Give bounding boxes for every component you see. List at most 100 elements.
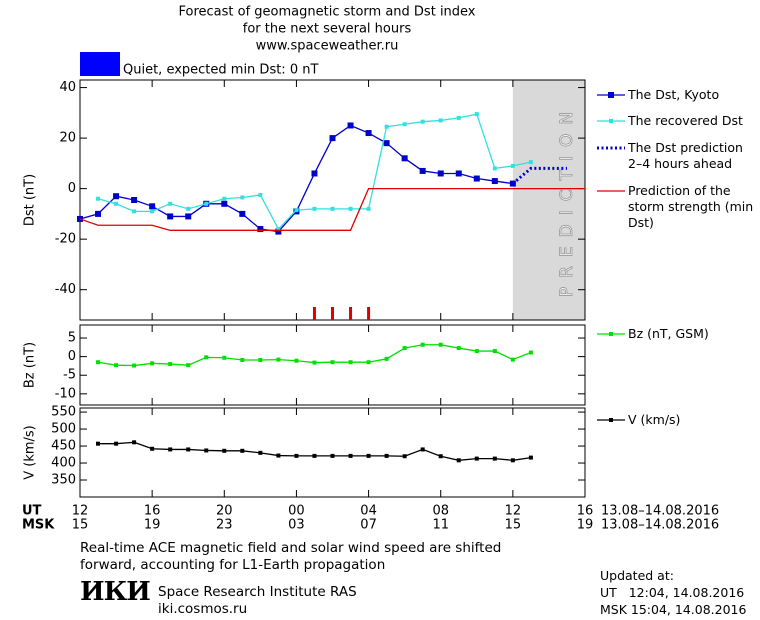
legend-text: The recovered Dst bbox=[628, 113, 743, 128]
point bbox=[239, 210, 246, 217]
msk-tick-label: 07 bbox=[360, 518, 377, 533]
point bbox=[419, 167, 426, 174]
point bbox=[204, 355, 209, 360]
point bbox=[347, 122, 354, 129]
point bbox=[276, 453, 281, 458]
point bbox=[438, 342, 443, 347]
point bbox=[294, 208, 299, 213]
ut-tick-label: 00 bbox=[288, 504, 305, 519]
msk-tick-label: 15 bbox=[72, 518, 89, 533]
y-tick-label: 450 bbox=[51, 439, 76, 454]
point bbox=[150, 361, 155, 366]
point bbox=[492, 166, 497, 171]
point bbox=[222, 355, 227, 360]
status-swatch bbox=[80, 52, 120, 76]
point bbox=[329, 135, 336, 142]
prediction-zone bbox=[512, 80, 585, 320]
y-tick-label: 500 bbox=[51, 422, 76, 437]
y-tick-label: 40 bbox=[59, 80, 76, 95]
point bbox=[456, 346, 461, 351]
legend-text: The Dst, Kyoto bbox=[628, 87, 720, 102]
point bbox=[96, 360, 101, 365]
point bbox=[348, 206, 353, 211]
series-line bbox=[79, 187, 585, 231]
plot-frame bbox=[79, 407, 586, 498]
point bbox=[168, 201, 173, 206]
institute: Space Research Institute RAS bbox=[158, 584, 357, 600]
point bbox=[312, 360, 317, 365]
series-line bbox=[511, 166, 567, 185]
point bbox=[420, 447, 425, 452]
point bbox=[402, 454, 407, 459]
point bbox=[222, 448, 227, 453]
point bbox=[132, 209, 137, 214]
ut-dates: 13.08–14.08.2016 bbox=[601, 504, 719, 519]
point bbox=[401, 155, 408, 162]
point bbox=[330, 453, 335, 458]
point bbox=[330, 360, 335, 365]
point bbox=[258, 450, 263, 455]
updated-label: Updated at: bbox=[600, 568, 674, 583]
msk-tick-label: 11 bbox=[432, 518, 449, 533]
ut-tick-label: 12 bbox=[505, 504, 522, 519]
ut-tick-label: 04 bbox=[360, 504, 377, 519]
point bbox=[510, 163, 515, 168]
point bbox=[114, 201, 119, 206]
msk-tick-label: 19 bbox=[144, 518, 161, 533]
y-tick-label: 5 bbox=[68, 331, 76, 346]
y-tick-label: 550 bbox=[51, 405, 76, 420]
point bbox=[312, 206, 317, 211]
point bbox=[132, 440, 137, 445]
plot-frame bbox=[79, 79, 586, 321]
point bbox=[456, 115, 461, 120]
point bbox=[438, 118, 443, 123]
point bbox=[258, 192, 263, 197]
point bbox=[204, 201, 209, 206]
ut-tick-label: 16 bbox=[144, 504, 161, 519]
point bbox=[473, 175, 480, 182]
point bbox=[312, 453, 317, 458]
status-text: Quiet, expected min Dst: 0 nT bbox=[123, 63, 318, 78]
legend-text: The Dst prediction 2–4 hours ahead bbox=[628, 140, 747, 171]
ut-tick-label: 16 bbox=[577, 504, 594, 519]
ut-label: UT bbox=[22, 504, 42, 519]
point bbox=[149, 203, 156, 210]
point bbox=[474, 349, 479, 354]
point bbox=[455, 170, 462, 177]
legend-text: Bz (nT, GSM) bbox=[628, 326, 709, 341]
point bbox=[185, 213, 192, 220]
point bbox=[492, 349, 497, 354]
footer-note: Real-time ACE magnetic field and solar w… bbox=[80, 540, 502, 556]
point bbox=[114, 363, 119, 368]
point bbox=[510, 458, 515, 463]
point bbox=[510, 357, 515, 362]
point bbox=[204, 448, 209, 453]
point bbox=[420, 342, 425, 347]
point bbox=[402, 346, 407, 351]
point bbox=[330, 206, 335, 211]
ut-tick-label: 12 bbox=[72, 504, 89, 519]
y-tick-label: 400 bbox=[51, 456, 76, 471]
point bbox=[186, 206, 191, 211]
point bbox=[348, 360, 353, 365]
msk-dates: 13.08–14.08.2016 bbox=[601, 518, 719, 533]
point bbox=[167, 213, 174, 220]
title-line: www.spaceweather.ru bbox=[256, 39, 399, 54]
updated-ut: UT 12:04, 14.08.2016 bbox=[600, 585, 745, 600]
point bbox=[150, 446, 155, 451]
footer-note: forward, accounting for L1-Earth propaga… bbox=[80, 557, 386, 573]
msk-label: MSK bbox=[22, 518, 55, 533]
point bbox=[437, 170, 444, 177]
point bbox=[113, 193, 120, 200]
point bbox=[131, 197, 138, 203]
y-tick-label: 350 bbox=[51, 473, 76, 488]
point bbox=[420, 119, 425, 124]
point bbox=[240, 195, 245, 200]
point bbox=[366, 453, 371, 458]
y-tick-label: -5 bbox=[63, 368, 76, 383]
point bbox=[365, 130, 372, 137]
updated-msk: MSK 15:04, 14.08.2016 bbox=[600, 602, 747, 617]
title-line: Forecast of geomagnetic storm and Dst in… bbox=[178, 5, 475, 20]
point bbox=[96, 441, 101, 446]
